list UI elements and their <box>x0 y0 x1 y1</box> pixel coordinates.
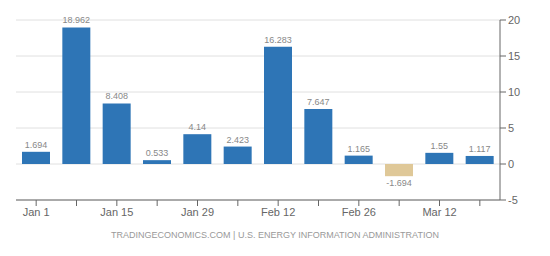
svg-text:-5: -5 <box>508 194 518 206</box>
svg-text:5: 5 <box>508 122 514 134</box>
svg-text:Jan 1: Jan 1 <box>23 206 50 218</box>
svg-text:15: 15 <box>508 50 520 62</box>
svg-text:1.165: 1.165 <box>347 144 370 154</box>
svg-text:18.962: 18.962 <box>63 15 91 25</box>
svg-text:Jan 15: Jan 15 <box>100 206 133 218</box>
svg-text:10: 10 <box>508 86 520 98</box>
svg-text:Feb 26: Feb 26 <box>342 206 376 218</box>
svg-text:4.14: 4.14 <box>189 122 207 132</box>
svg-text:Mar 12: Mar 12 <box>422 206 456 218</box>
svg-text:20: 20 <box>508 14 520 26</box>
svg-text:2.423: 2.423 <box>226 135 249 145</box>
svg-text:1.694: 1.694 <box>25 140 48 150</box>
svg-text:Jan 29: Jan 29 <box>181 206 214 218</box>
svg-text:1.117: 1.117 <box>469 144 491 154</box>
svg-text:8.408: 8.408 <box>105 91 128 101</box>
svg-text:0.533: 0.533 <box>146 148 169 158</box>
svg-text:-1.694: -1.694 <box>386 178 412 188</box>
svg-text:0: 0 <box>508 158 514 170</box>
svg-text:1.55: 1.55 <box>431 141 449 151</box>
svg-text:Feb 12: Feb 12 <box>261 206 295 218</box>
svg-text:7.647: 7.647 <box>307 97 330 107</box>
html-text:TRADINGECONOMICS.COM | U.S. EN: TRADINGECONOMICS.COM | U.S. ENERGY INFOR… <box>111 230 439 240</box>
svg-text:16.283: 16.283 <box>264 35 292 45</box>
